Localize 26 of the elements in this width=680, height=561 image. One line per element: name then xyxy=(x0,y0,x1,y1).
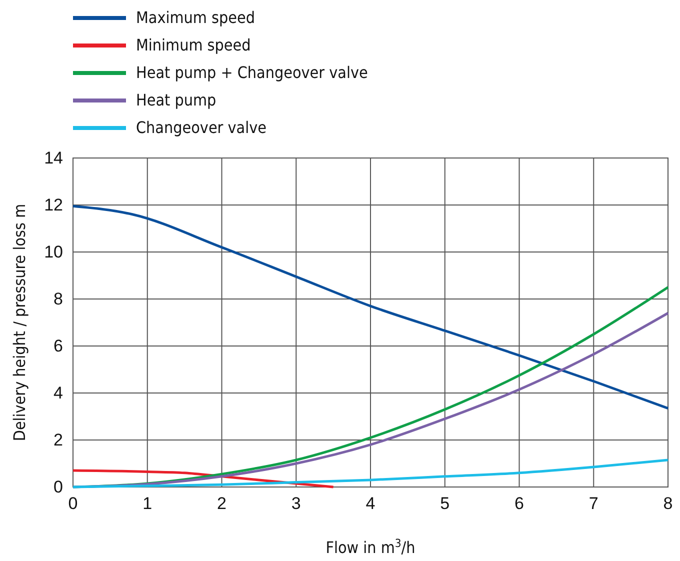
x-axis-title: Flow in m$^{3}$/h xyxy=(326,536,416,557)
y-tick-label: 4 xyxy=(54,383,63,402)
x-tick-label: 6 xyxy=(514,494,524,514)
y-axis-title: Delivery height / pressure loss m xyxy=(10,204,29,442)
legend-label: Heat pump + Changeover valve xyxy=(136,63,368,82)
x-tick-label: 1 xyxy=(142,494,152,514)
x-tick-label: 2 xyxy=(217,494,226,514)
y-tick-label: 6 xyxy=(54,336,63,356)
legend-label: Maximum speed xyxy=(136,8,255,27)
x-tick-label: 7 xyxy=(588,494,598,514)
x-tick-label: 3 xyxy=(291,494,301,514)
y-tick-label: 8 xyxy=(54,289,63,308)
y-tick-label: 10 xyxy=(44,242,63,262)
y-tick-label: 0 xyxy=(54,477,63,496)
x-tick-label: 4 xyxy=(366,494,376,514)
y-tick-label: 14 xyxy=(44,148,63,168)
line-series xyxy=(72,458,670,488)
line-series xyxy=(72,204,670,410)
legend-label: Minimum speed xyxy=(136,36,251,54)
y-tick-label: 2 xyxy=(54,430,63,450)
y-tick-label: 12 xyxy=(44,195,63,214)
x-tick-label: 0 xyxy=(68,494,78,514)
x-tick-label: 5 xyxy=(440,494,450,514)
x-tick-label: 8 xyxy=(663,494,673,514)
legend-label: Heat pump xyxy=(136,90,216,110)
legend-label: Changeover valve xyxy=(136,118,267,137)
